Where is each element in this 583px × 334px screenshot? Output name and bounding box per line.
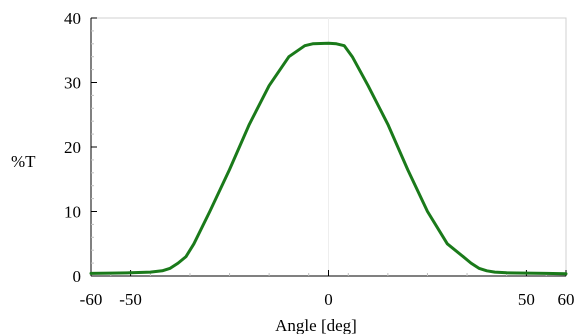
- y-tick-label: 10: [64, 203, 81, 222]
- y-tick-label: 40: [64, 9, 81, 28]
- x-minor-ticks: [110, 273, 547, 276]
- x-axis-title: Angle [deg]: [275, 316, 357, 334]
- y-tick-labels: 0 10 20 30 40: [64, 9, 97, 286]
- x-tick-label: -60: [80, 290, 103, 309]
- series-layer: [89, 41, 568, 276]
- y-tick-label: 20: [64, 138, 81, 157]
- x-tick-label: -50: [119, 290, 142, 309]
- x-tick-label: 0: [324, 290, 333, 309]
- y-tick-label: 30: [64, 74, 81, 93]
- series-line: [89, 41, 568, 276]
- x-tick-label: 60: [558, 290, 575, 309]
- y-axis-title: %T: [11, 152, 36, 171]
- x-tick-label: 50: [518, 290, 535, 309]
- x-tick-labels: -60 -50 0 50 60: [80, 270, 575, 309]
- y-minor-ticks: [91, 30, 94, 264]
- y-tick-label: 0: [73, 267, 82, 286]
